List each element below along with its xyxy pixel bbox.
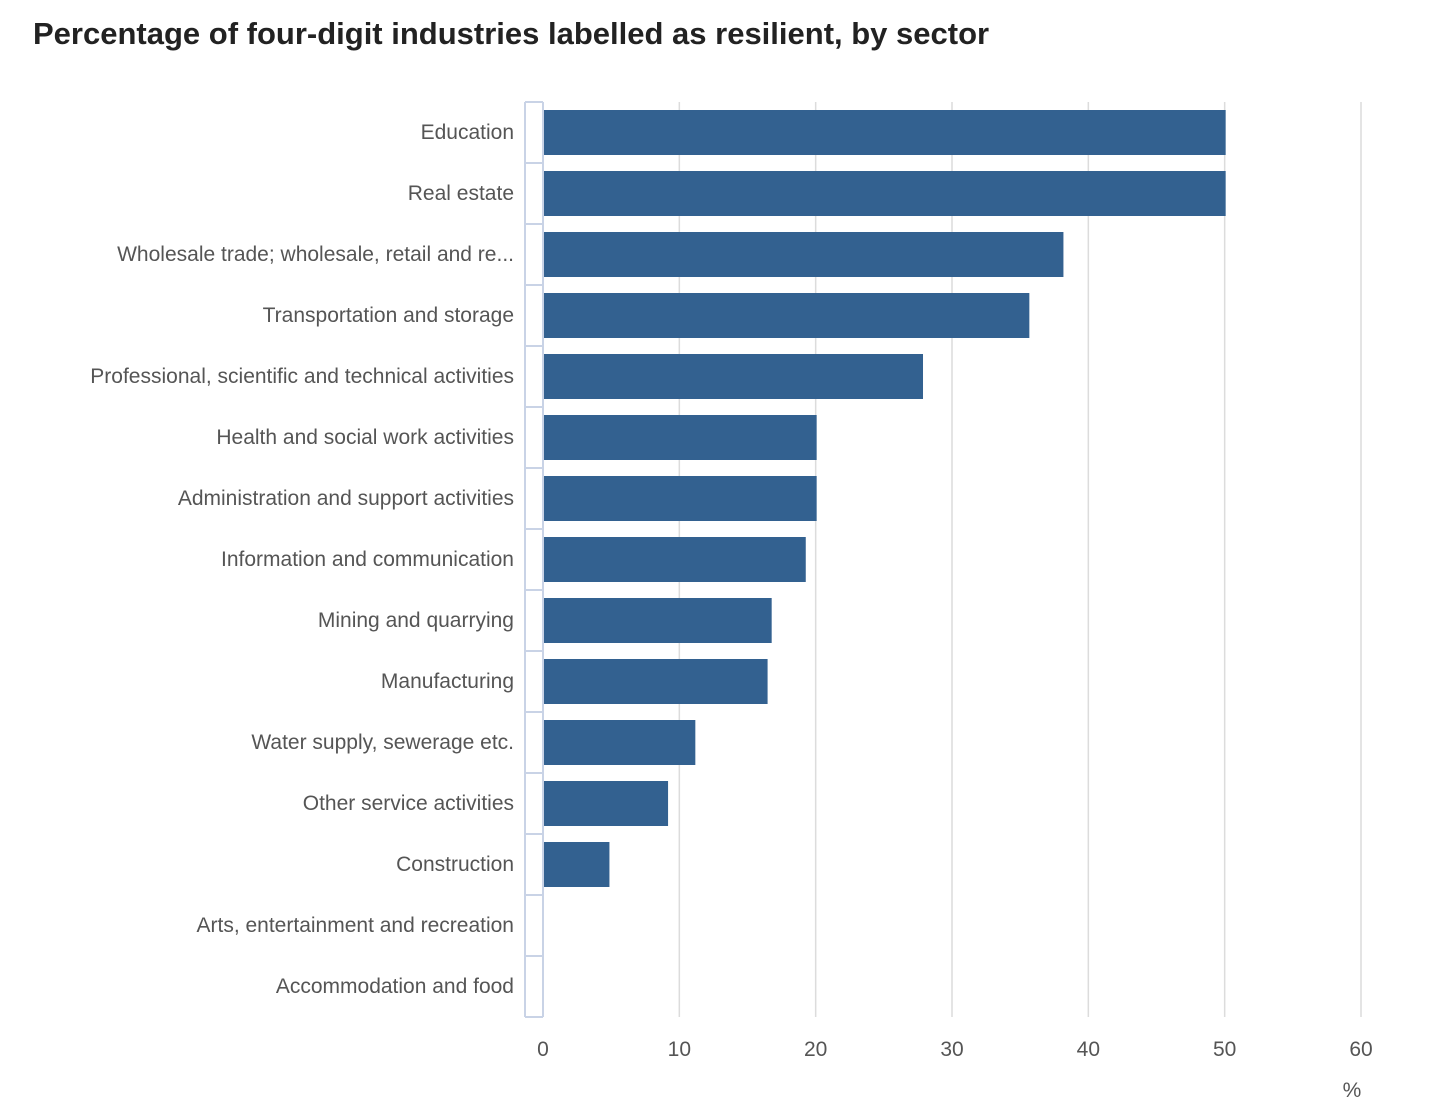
x-axis-label: % (1343, 1079, 1362, 1102)
y-tick-label: Health and social work activities (216, 425, 514, 449)
bar (544, 598, 772, 643)
y-tick-label: Information and communication (221, 547, 514, 571)
bar (544, 842, 610, 887)
y-tick-label: Transportation and storage (262, 303, 514, 327)
bar (544, 415, 817, 460)
y-tick-label: Accommodation and food (275, 974, 514, 998)
bar (544, 537, 806, 582)
y-tick-label: Professional, scientific and technical a… (90, 364, 514, 388)
y-tick-label: Arts, entertainment and recreation (196, 913, 514, 937)
y-tick-label: Administration and support activities (177, 486, 514, 510)
x-tick-label: 60 (1349, 1038, 1372, 1061)
bar (544, 781, 669, 826)
bar (544, 232, 1064, 277)
x-tick-label: 40 (1077, 1038, 1100, 1061)
chart-title: Percentage of four-digit industries labe… (33, 16, 990, 51)
y-tick-label: Education (420, 120, 514, 144)
y-tick-label: Mining and quarrying (317, 608, 514, 632)
bar (544, 720, 696, 765)
y-tick-label: Real estate (407, 181, 514, 205)
bar (544, 659, 768, 704)
y-tick-label: Other service activities (302, 791, 514, 815)
bar (544, 354, 924, 399)
x-tick-label: 10 (668, 1038, 691, 1061)
x-tick-label: 0 (537, 1038, 549, 1061)
bar (544, 171, 1226, 216)
y-tick-label: Wholesale trade; wholesale, retail and r… (117, 242, 514, 266)
x-tick-label: 20 (804, 1038, 827, 1061)
bar (544, 293, 1030, 338)
x-tick-label: 50 (1213, 1038, 1236, 1061)
y-tick-label: Manufacturing (380, 669, 514, 693)
x-tick-label: 30 (940, 1038, 963, 1061)
y-tick-label: Construction (396, 852, 514, 876)
bar (544, 476, 817, 521)
y-tick-label: Water supply, sewerage etc. (251, 730, 514, 754)
bar (544, 110, 1226, 155)
